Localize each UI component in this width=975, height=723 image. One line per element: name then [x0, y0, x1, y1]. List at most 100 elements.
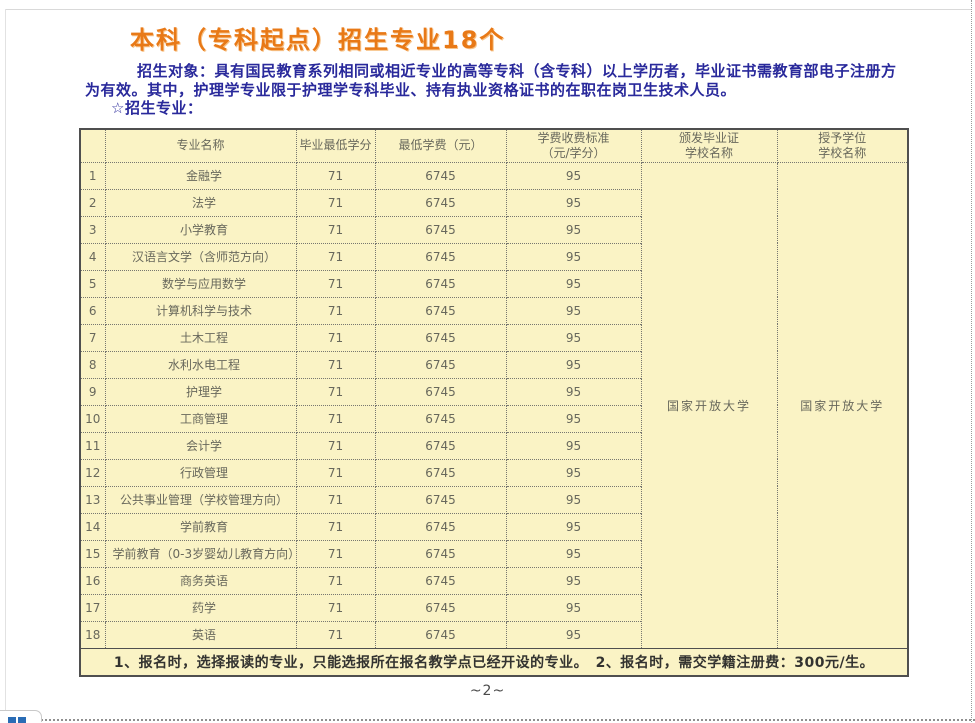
row-number: 4	[79, 242, 106, 271]
major-name: 数学与应用数学	[104, 269, 297, 298]
diploma-school-cell: 国家开放大学	[640, 161, 778, 649]
page-edge-right	[971, 0, 972, 722]
min-credits: 71	[295, 242, 376, 271]
major-name: 计算机科学与技术	[104, 296, 297, 325]
fee-standard: 95	[505, 161, 642, 190]
table-row: 9 护理学 71 6745 95	[79, 377, 908, 406]
min-credits: 71	[295, 269, 376, 298]
min-tuition: 6745	[374, 161, 507, 190]
fee-standard: 95	[505, 566, 642, 595]
min-tuition: 6745	[374, 485, 507, 514]
table-row: 1 金融学 71 6745 95 国家开放大学 国家开放大学	[79, 161, 909, 649]
min-tuition: 6745	[374, 458, 507, 487]
row-number: 16	[79, 566, 106, 595]
table-row: 4 汉语言文学（含师范方向） 71 6745 95	[79, 242, 908, 271]
min-tuition: 6745	[374, 620, 507, 649]
degree-school-cell: 国家开放大学	[776, 161, 909, 649]
min-credits: 71	[295, 620, 376, 649]
row-number: 8	[79, 350, 106, 379]
blue-squares-icon	[18, 717, 26, 723]
min-tuition: 6745	[374, 323, 507, 352]
min-credits: 71	[295, 566, 376, 595]
min-credits: 71	[295, 593, 376, 622]
row-number: 10	[79, 404, 106, 433]
min-credits: 71	[295, 539, 376, 568]
table-row: 6 计算机科学与技术 71 6745 95	[79, 296, 908, 325]
row-number: 6	[79, 296, 106, 325]
fee-standard: 95	[505, 323, 642, 352]
min-credits: 71	[295, 323, 376, 352]
fee-standard: 95	[505, 539, 642, 568]
min-tuition: 6745	[374, 404, 507, 433]
major-name: 药学	[104, 593, 297, 622]
table-header-row: 专业名称 毕业最低学分 最低学费（元） 学费收费标准 （元/学分） 颁发毕业证 …	[79, 128, 909, 163]
row-number: 2	[79, 188, 106, 217]
blue-squares-icon	[8, 717, 16, 723]
majors-tbody: 1 金融学 71 6745 95 国家开放大学 国家开放大学 2 法学 71 6745 95 3 小学教育…	[79, 161, 909, 649]
fee-standard: 95	[505, 485, 642, 514]
header-row-number	[79, 128, 106, 163]
row-number: 14	[79, 512, 106, 541]
table-row: 8 水利水电工程 71 6745 95	[79, 350, 908, 379]
major-name: 会计学	[104, 431, 297, 460]
fee-standard: 95	[505, 593, 642, 622]
row-number: 12	[79, 458, 106, 487]
major-name: 英语	[104, 620, 297, 649]
major-name: 工商管理	[104, 404, 297, 433]
row-number: 7	[79, 323, 106, 352]
page-number: ~2~	[469, 683, 506, 699]
page-edge-bottom	[14, 719, 975, 721]
major-name: 公共事业管理（学校管理方向）	[104, 485, 297, 514]
table-row: 5 数学与应用数学 71 6745 95	[79, 269, 908, 298]
table-row: 7 土木工程 71 6745 95	[79, 323, 908, 352]
major-name: 商务英语	[104, 566, 297, 595]
enrollment-target-line2: 为有效。其中，护理学专业限于护理学专科毕业、持有执业资格证书的在职在岗卫生技术人…	[85, 81, 737, 99]
min-tuition: 6745	[374, 188, 507, 217]
min-credits: 71	[295, 404, 376, 433]
min-tuition: 6745	[374, 512, 507, 541]
min-credits: 71	[295, 215, 376, 244]
page-edge-left	[5, 9, 6, 721]
fee-standard: 95	[505, 512, 642, 541]
row-number: 11	[79, 431, 106, 460]
min-tuition: 6745	[374, 242, 507, 271]
table-row: 12 行政管理 71 6745 95	[79, 458, 908, 487]
row-number: 17	[79, 593, 106, 622]
table-row: 17 药学 71 6745 95	[79, 593, 908, 622]
row-number: 3	[79, 215, 106, 244]
row-number: 13	[79, 485, 106, 514]
major-name: 学前教育（0-3岁婴幼儿教育方向）	[104, 539, 297, 568]
header-degree-school: 授予学位 学校名称	[776, 128, 909, 163]
min-tuition: 6745	[374, 566, 507, 595]
min-tuition: 6745	[374, 431, 507, 460]
page-edge-top	[5, 9, 971, 10]
min-credits: 71	[295, 431, 376, 460]
min-credits: 71	[295, 485, 376, 514]
table-row: 3 小学教育 71 6745 95	[79, 215, 908, 244]
row-number: 18	[79, 620, 106, 649]
fee-standard: 95	[505, 404, 642, 433]
min-credits: 71	[295, 458, 376, 487]
min-tuition: 6745	[374, 350, 507, 379]
table-row: 14 学前教育 71 6745 95	[79, 512, 908, 541]
header-major-name: 专业名称	[104, 128, 297, 163]
row-number: 9	[79, 377, 106, 406]
min-credits: 71	[295, 350, 376, 379]
major-name: 汉语言文学（含师范方向）	[104, 242, 297, 271]
min-credits: 71	[295, 161, 376, 190]
row-number: 5	[79, 269, 106, 298]
min-credits: 71	[295, 512, 376, 541]
table-row: 10 工商管理 71 6745 95	[79, 404, 908, 433]
header-min-credits: 毕业最低学分	[295, 128, 376, 163]
fee-standard: 95	[505, 296, 642, 325]
major-name: 小学教育	[104, 215, 297, 244]
min-credits: 71	[295, 296, 376, 325]
fee-standard: 95	[505, 620, 642, 649]
enrollment-target-line1: 招生对象：具有国民教育系列相同或相近专业的高等专科（含专科）以上学历者，毕业证书…	[137, 62, 897, 80]
fee-standard: 95	[505, 188, 642, 217]
page-title: 本科（专科起点）招生专业18个	[130, 26, 506, 54]
page-corner-tab[interactable]	[0, 710, 42, 723]
fee-standard: 95	[505, 269, 642, 298]
min-tuition: 6745	[374, 593, 507, 622]
fee-standard: 95	[505, 431, 642, 460]
